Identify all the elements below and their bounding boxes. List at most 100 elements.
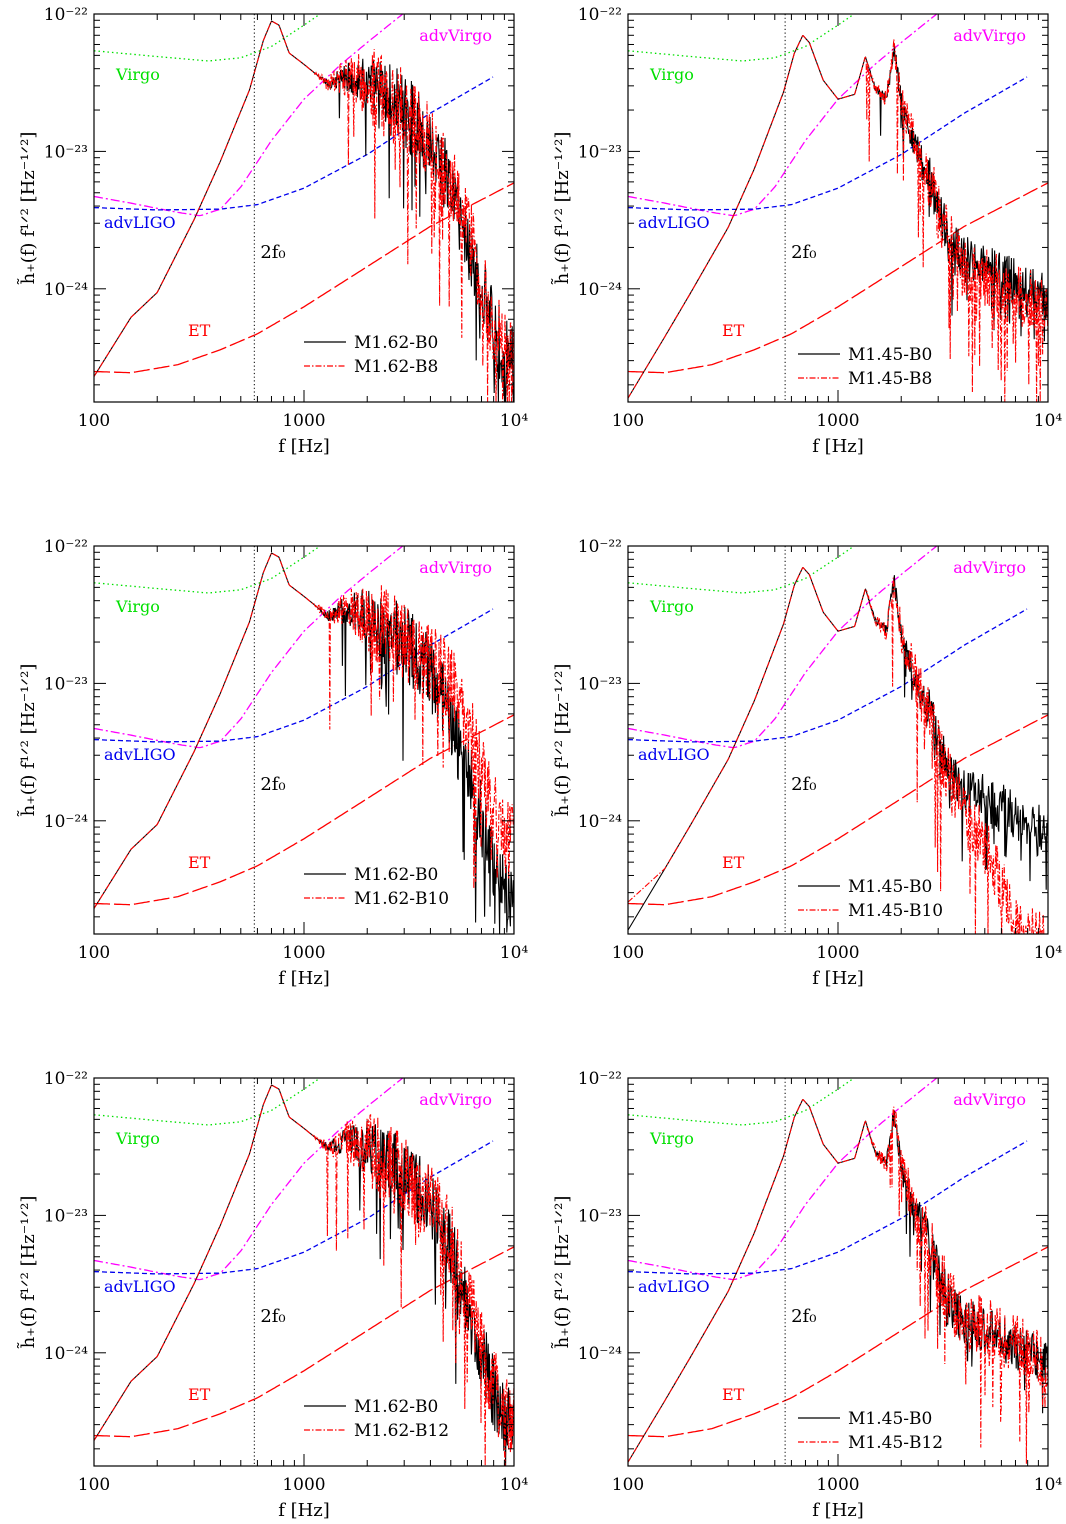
plot-area bbox=[628, 1078, 1048, 1466]
advligo-label: advLIGO bbox=[104, 213, 176, 232]
signal-B12-line bbox=[94, 1084, 514, 1466]
legend-B0-label: M1.45-B0 bbox=[848, 1409, 932, 1429]
x-tick-label: 100 bbox=[78, 943, 110, 963]
advligo-label: advLIGO bbox=[104, 1277, 176, 1296]
x-axis-label: f [Hz] bbox=[812, 968, 864, 989]
x-tick-label: 10⁴ bbox=[1034, 943, 1063, 963]
advligo-label: advLIGO bbox=[638, 745, 710, 764]
signal-B10-line bbox=[628, 567, 1048, 934]
advvirgo-sensitivity-curve bbox=[94, 546, 404, 749]
y-axis-label: h̃₊(f) f¹ᐟ² [Hz⁻¹ᐟ²] bbox=[550, 1196, 573, 1349]
et-label: ET bbox=[188, 1385, 211, 1404]
y-axis-label: h̃₊(f) f¹ᐟ² [Hz⁻¹ᐟ²] bbox=[16, 1196, 39, 1349]
advvirgo-sensitivity-curve bbox=[628, 14, 938, 217]
f0-label: 2f₀ bbox=[791, 774, 816, 795]
x-tick-label: 1000 bbox=[282, 411, 325, 431]
x-tick-label: 100 bbox=[612, 1475, 644, 1495]
virgo-sensitivity-curve bbox=[94, 1078, 320, 1126]
virgo-label: Virgo bbox=[115, 65, 160, 84]
et-label: ET bbox=[722, 853, 745, 872]
advvirgo-sensitivity-curve bbox=[628, 1078, 938, 1281]
y-tick-label: 10⁻²⁴ bbox=[44, 1344, 88, 1364]
et-label: ET bbox=[722, 321, 745, 340]
legend-B10-label: M1.62-B10 bbox=[354, 889, 449, 909]
y-axis-label: h̃₊(f) f¹ᐟ² [Hz⁻¹ᐟ²] bbox=[550, 132, 573, 285]
x-axis-label: f [Hz] bbox=[278, 968, 330, 989]
axis-ticks bbox=[93, 13, 515, 402]
plot-area bbox=[94, 546, 514, 934]
y-axis-label: h̃₊(f) f¹ᐟ² [Hz⁻¹ᐟ²] bbox=[550, 664, 573, 817]
axis-ticks bbox=[627, 1077, 1049, 1466]
signal-B0-line bbox=[628, 1099, 1048, 1463]
y-tick-label: 10⁻²² bbox=[578, 537, 622, 557]
x-tick-label: 100 bbox=[78, 411, 110, 431]
virgo-label: Virgo bbox=[115, 597, 160, 616]
chart-panel-middle-left: 100 1000 10⁴ 10⁻²² 10⁻²³ 10⁻²⁴ f [Hz] h̃₊(f) f¹… bbox=[16, 537, 528, 989]
virgo-label: Virgo bbox=[649, 597, 694, 616]
virgo-sensitivity-curve bbox=[94, 546, 320, 594]
x-tick-label: 1000 bbox=[816, 943, 859, 963]
chart-panel-middle-right: 100 1000 10⁴ 10⁻²² 10⁻²³ 10⁻²⁴ f [Hz] h̃₊(f) f¹… bbox=[550, 537, 1062, 989]
virgo-label: Virgo bbox=[649, 65, 694, 84]
x-tick-label: 10⁴ bbox=[1034, 411, 1063, 431]
f0-label: 2f₀ bbox=[260, 1306, 285, 1327]
legend-B0-label: M1.62-B0 bbox=[354, 333, 438, 353]
x-tick-label: 10⁴ bbox=[500, 943, 529, 963]
chart-panel-top-left: 100 1000 10⁴ 10⁻²² 10⁻²³ 10⁻²⁴ f [Hz] h̃₊(f) f¹… bbox=[16, 5, 528, 457]
plot-area bbox=[94, 1078, 514, 1466]
x-tick-label: 1000 bbox=[282, 1475, 325, 1495]
x-tick-label: 10⁴ bbox=[500, 1475, 529, 1495]
advvirgo-sensitivity-curve bbox=[628, 546, 938, 749]
et-label: ET bbox=[722, 1385, 745, 1404]
signal-B10-line bbox=[94, 552, 514, 909]
plot-area bbox=[628, 14, 1048, 402]
y-tick-label: 10⁻²² bbox=[578, 1069, 622, 1089]
y-tick-label: 10⁻²⁴ bbox=[44, 280, 88, 300]
plot-area bbox=[628, 546, 1048, 934]
plot-area bbox=[94, 14, 514, 402]
y-tick-label: 10⁻²⁴ bbox=[578, 280, 622, 300]
signal-B12-line bbox=[628, 1099, 1048, 1464]
virgo-label: Virgo bbox=[649, 1129, 694, 1148]
virgo-sensitivity-curve bbox=[628, 14, 854, 62]
virgo-sensitivity-curve bbox=[628, 1078, 854, 1126]
virgo-label: Virgo bbox=[115, 1129, 160, 1148]
y-tick-label: 10⁻²⁴ bbox=[578, 812, 622, 832]
y-tick-label: 10⁻²³ bbox=[578, 1206, 622, 1226]
virgo-sensitivity-curve bbox=[94, 14, 320, 62]
x-axis-label: f [Hz] bbox=[278, 1500, 330, 1521]
advligo-label: advLIGO bbox=[638, 1277, 710, 1296]
advligo-sensitivity-curve bbox=[94, 1140, 494, 1275]
advvirgo-sensitivity-curve bbox=[94, 14, 404, 217]
y-tick-label: 10⁻²³ bbox=[578, 142, 622, 162]
y-tick-label: 10⁻²² bbox=[44, 1069, 88, 1089]
x-axis-label: f [Hz] bbox=[278, 436, 330, 457]
x-tick-label: 1000 bbox=[816, 411, 859, 431]
y-tick-label: 10⁻²⁴ bbox=[44, 812, 88, 832]
advligo-sensitivity-curve bbox=[628, 608, 1028, 743]
et-sensitivity-curve bbox=[628, 182, 1048, 374]
x-tick-label: 1000 bbox=[816, 1475, 859, 1495]
y-tick-label: 10⁻²³ bbox=[44, 674, 88, 694]
y-tick-label: 10⁻²² bbox=[578, 5, 622, 25]
legend-B0-label: M1.45-B0 bbox=[848, 345, 932, 365]
chart-panel-top-right: 100 1000 10⁴ 10⁻²² 10⁻²³ 10⁻²⁴ f [Hz] h̃₊(f) f¹… bbox=[550, 5, 1062, 457]
advvirgo-label: advVirgo bbox=[419, 1090, 492, 1109]
legend-B12-label: M1.45-B12 bbox=[848, 1433, 943, 1453]
x-tick-label: 100 bbox=[612, 943, 644, 963]
axis-ticks bbox=[627, 13, 1049, 402]
advligo-sensitivity-curve bbox=[628, 1140, 1028, 1275]
legend-B8-label: M1.45-B8 bbox=[848, 369, 932, 389]
x-axis-label: f [Hz] bbox=[812, 1500, 864, 1521]
advvirgo-sensitivity-curve bbox=[94, 1078, 404, 1281]
chart-panel-bottom-right: 100 1000 10⁴ 10⁻²² 10⁻²³ 10⁻²⁴ f [Hz] h̃₊(f) f¹… bbox=[550, 1069, 1062, 1521]
x-axis-label: f [Hz] bbox=[812, 436, 864, 457]
advligo-label: advLIGO bbox=[104, 745, 176, 764]
y-tick-label: 10⁻²³ bbox=[578, 674, 622, 694]
y-axis-label: h̃₊(f) f¹ᐟ² [Hz⁻¹ᐟ²] bbox=[16, 664, 39, 817]
axis-ticks bbox=[93, 545, 515, 934]
et-label: ET bbox=[188, 321, 211, 340]
y-tick-label: 10⁻²⁴ bbox=[578, 1344, 622, 1364]
et-sensitivity-curve bbox=[628, 1246, 1048, 1438]
